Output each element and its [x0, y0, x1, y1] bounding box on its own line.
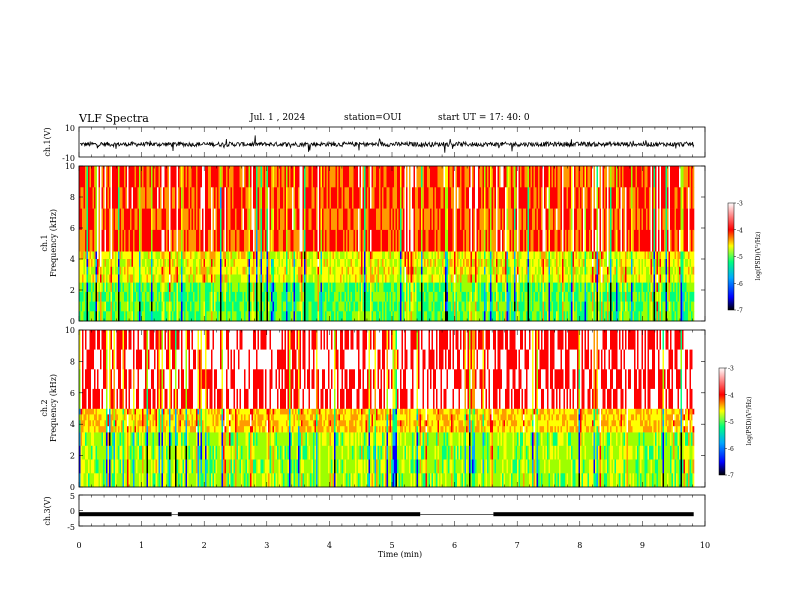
ch3-signal-line — [79, 512, 694, 517]
station-label: station=OUI — [344, 113, 402, 123]
ch1-ylabel: ch.1(V) — [43, 127, 52, 156]
ch1-spectrogram-image — [79, 166, 695, 322]
colorbar-tick-label: -4 — [728, 392, 734, 399]
ch3-ytick-top: 5 — [70, 492, 75, 501]
xtick-label: 0 — [76, 541, 81, 550]
ch1-waveform-line — [79, 135, 695, 153]
ytick-label: 10 — [65, 162, 75, 171]
xtick-label: 3 — [264, 541, 269, 550]
ch3-ytick-mid: 0 — [70, 507, 75, 516]
colorbar-tick-label: -3 — [728, 366, 734, 373]
colorbar-tick-label: -5 — [737, 254, 743, 261]
ytick-label: 10 — [65, 326, 75, 335]
ch2-ylabel: Frequency (kHz) — [49, 374, 58, 442]
xtick-label: 8 — [577, 541, 582, 550]
xtick-label: 7 — [515, 541, 520, 550]
ytick-label: 4 — [70, 255, 75, 264]
ch3-ytick-bottom: -5 — [67, 523, 75, 532]
xtick-label: 9 — [640, 541, 645, 550]
ytick-label: 4 — [70, 420, 75, 429]
colorbar-tick-label: -7 — [737, 308, 743, 315]
xtick-label: 6 — [452, 541, 457, 550]
ytick-label: 6 — [70, 389, 75, 398]
xtick-label: 2 — [202, 541, 207, 550]
ch1-ylabel: Frequency (kHz) — [49, 209, 58, 277]
colorbar-tick-label: -7 — [728, 473, 734, 480]
ch1-ytick-top: 10 — [65, 124, 75, 133]
ch2-spectrogram-image — [79, 330, 695, 488]
ytick-label: 2 — [70, 452, 75, 461]
colorbar-tick-label: -5 — [728, 419, 734, 426]
colorbar-tick-label: -6 — [737, 281, 743, 288]
ch1-colorbar — [727, 202, 735, 311]
ch2-ylabel-top: ch.2 — [40, 399, 49, 416]
ch3-signal-panel: 5 0 -5 ch.3(V) 0 1 2 3 4 5 6 7 8 9 10 Time (min) — [43, 127, 710, 559]
ytick-label: 2 — [70, 286, 75, 295]
colorbar-tick-label: -4 — [737, 227, 743, 234]
colorbar-tick-label: -3 — [737, 201, 743, 208]
colorbar-tick-label: -6 — [728, 446, 734, 453]
figure-title: VLF Spectra — [79, 112, 149, 125]
xtick-label: 5 — [389, 541, 394, 550]
date-label: Jul. 1 , 2024 — [250, 113, 306, 123]
xtick-label: 4 — [327, 541, 332, 550]
ch1-ytick-bottom: -10 — [62, 154, 75, 163]
ch1-ylabel-top: ch.1 — [40, 234, 49, 251]
ch1-waveform-panel: 10 -10 ch.1(V) — [43, 124, 706, 163]
ch2-colorbar-label: log(PSD)(V²/Hz) — [746, 397, 753, 446]
ch2-colorbar — [718, 367, 726, 476]
xtick-label: 10 — [700, 541, 710, 550]
xtick-label: 1 — [139, 541, 144, 550]
ch3-ylabel: ch.3(V) — [43, 496, 52, 525]
ytick-label: 0 — [70, 317, 75, 326]
start-time-label: start UT = 17: 40: 0 — [438, 113, 530, 123]
ch1-colorbar-label: log(PSD)(V²/Hz) — [755, 232, 762, 281]
ytick-label: 0 — [70, 483, 75, 492]
x-axis-label: Time (min) — [378, 550, 422, 559]
ytick-label: 8 — [70, 193, 75, 202]
ytick-label: 8 — [70, 357, 75, 366]
ytick-label: 6 — [70, 224, 75, 233]
